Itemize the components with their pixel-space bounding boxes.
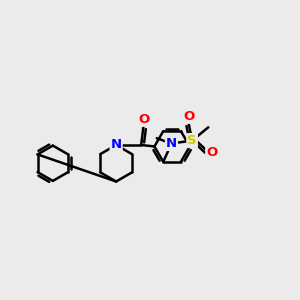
Text: O: O [183, 110, 194, 123]
Text: N: N [166, 137, 177, 150]
Text: O: O [206, 146, 218, 159]
Text: N: N [111, 139, 122, 152]
Text: O: O [138, 113, 149, 126]
Text: S: S [187, 134, 197, 147]
